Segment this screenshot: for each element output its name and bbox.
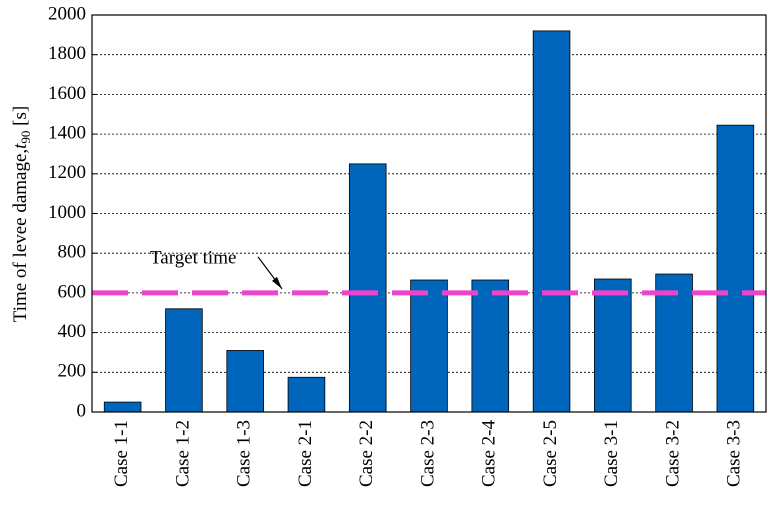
bar bbox=[532, 30, 571, 413]
y-label-var: t bbox=[10, 143, 31, 149]
x-tick-label: Case 3-2 bbox=[662, 420, 683, 487]
x-tick-label: Case 2-1 bbox=[295, 420, 316, 487]
bar bbox=[287, 376, 326, 413]
y-tick-label: 1400 bbox=[48, 122, 86, 143]
plot-frame bbox=[91, 14, 767, 413]
y-tick-label: 600 bbox=[58, 281, 87, 302]
y-tick-label: 800 bbox=[58, 242, 87, 263]
y-axis-label: Time of levee damage,t90 [s] bbox=[10, 106, 33, 323]
y-tick-label: 200 bbox=[58, 361, 87, 382]
x-tick-label: Case 2-3 bbox=[417, 420, 438, 487]
y-tick-label: 0 bbox=[77, 400, 87, 421]
bar bbox=[594, 278, 632, 413]
y-tick-label: 400 bbox=[58, 321, 87, 342]
x-tick-label: Case 3-1 bbox=[601, 420, 622, 487]
bar bbox=[226, 350, 264, 413]
x-tick-label: Case 1-2 bbox=[172, 420, 193, 487]
x-tick-label: Case 2-4 bbox=[479, 420, 500, 488]
y-label-sub: 90 bbox=[18, 131, 33, 144]
x-tick-label: Case 2-5 bbox=[540, 420, 561, 487]
bar bbox=[103, 401, 142, 413]
target-label: Target time bbox=[150, 247, 236, 268]
x-tick-label: Case 1-1 bbox=[111, 420, 132, 487]
x-tick-label: Case 1-3 bbox=[234, 420, 255, 487]
x-tick-label: Case 2-2 bbox=[356, 420, 377, 487]
bar bbox=[165, 308, 203, 413]
y-tick-label: 1200 bbox=[48, 162, 86, 183]
bar bbox=[471, 279, 510, 413]
y-tick-label: 2000 bbox=[48, 3, 86, 24]
y-label-unit: [s] bbox=[10, 106, 31, 131]
bar bbox=[348, 163, 387, 413]
y-label-text: Time of levee damage, bbox=[10, 149, 31, 322]
target-arrowhead bbox=[272, 276, 282, 289]
y-tick-label: 1600 bbox=[48, 83, 86, 104]
bar bbox=[716, 124, 755, 413]
bar bbox=[410, 279, 448, 413]
y-tick-label: 1000 bbox=[48, 202, 86, 223]
x-tick-label: Case 3-3 bbox=[724, 420, 745, 487]
y-tick-label: 1800 bbox=[48, 43, 86, 64]
